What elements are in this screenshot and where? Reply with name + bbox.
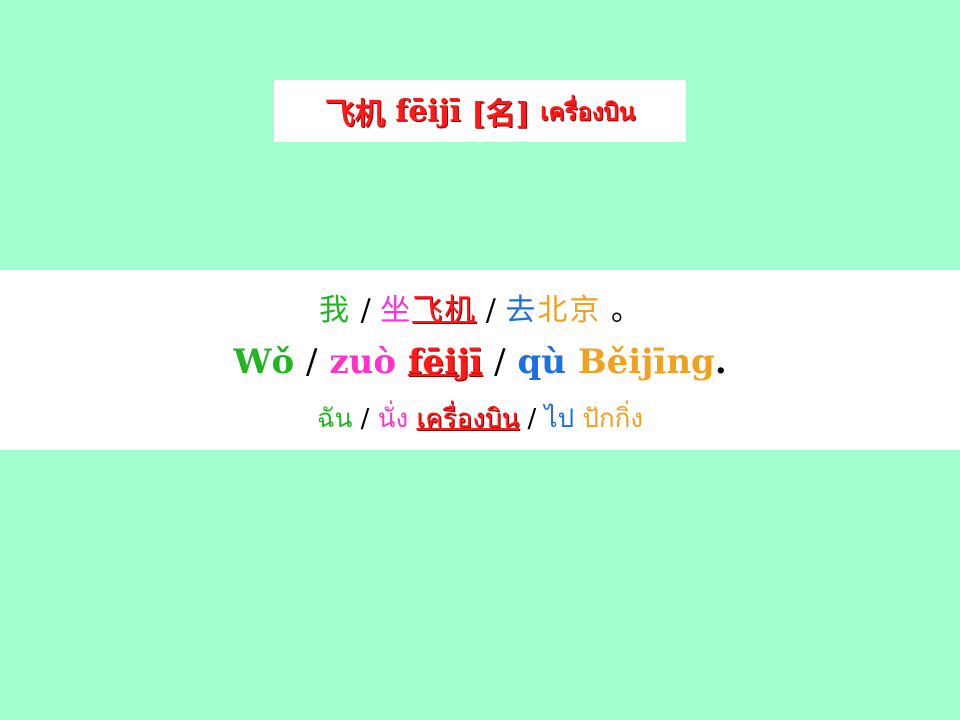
separator: / <box>360 293 371 328</box>
separator: / <box>306 342 318 382</box>
example-sentence-band: 我 / 坐飞机 / 去北京 。 Wǒ / zuò fēijī / qù Běij… <box>0 270 960 450</box>
sentence-thai-line: ฉัน / นั่ง เครื่องบิน / ไป ปักกิ่ง <box>0 398 960 439</box>
thai-subject: ฉัน <box>316 404 353 434</box>
pinyin-direction: qù <box>517 342 566 382</box>
thai-direction: ไป <box>544 404 575 434</box>
title-chinese: 飞机 <box>324 97 385 132</box>
thai-place: ปักกิ่ง <box>582 404 644 434</box>
pinyin-keyword: fēijī <box>407 342 483 382</box>
word-verb: 坐 <box>380 293 413 328</box>
word-direction: 去 <box>505 293 538 328</box>
sentence-chinese-line: 我 / 坐飞机 / 去北京 。 <box>0 285 960 329</box>
pinyin-subject: Wǒ <box>233 342 295 382</box>
title-pinyin: fēijī <box>395 93 461 129</box>
pinyin-verb: zuò <box>329 342 397 382</box>
word-subject: 我 <box>319 293 352 328</box>
sentence-end-mark: 。 <box>610 293 641 328</box>
sentence-pinyin-line: Wǒ / zuò fēijī / qù Běijīng. <box>0 342 960 382</box>
thai-verb: นั่ง <box>377 404 409 434</box>
word-place: 北京 <box>537 293 602 328</box>
sentence-end-mark: . <box>714 342 727 382</box>
separator: / <box>494 342 506 382</box>
thai-keyword: เครื่องบิน <box>416 404 520 434</box>
title-thai: เครื่องบิน <box>540 97 636 126</box>
separator: / <box>485 293 496 328</box>
pinyin-place: Běijīng <box>577 342 715 382</box>
separator: / <box>360 404 370 434</box>
title-part-of-speech: [名] <box>471 97 530 132</box>
word-keyword: 飞机 <box>412 293 477 328</box>
vocab-title-box: 飞机 fēijī [名] เครื่องบิน <box>274 80 686 142</box>
separator: / <box>527 404 537 434</box>
